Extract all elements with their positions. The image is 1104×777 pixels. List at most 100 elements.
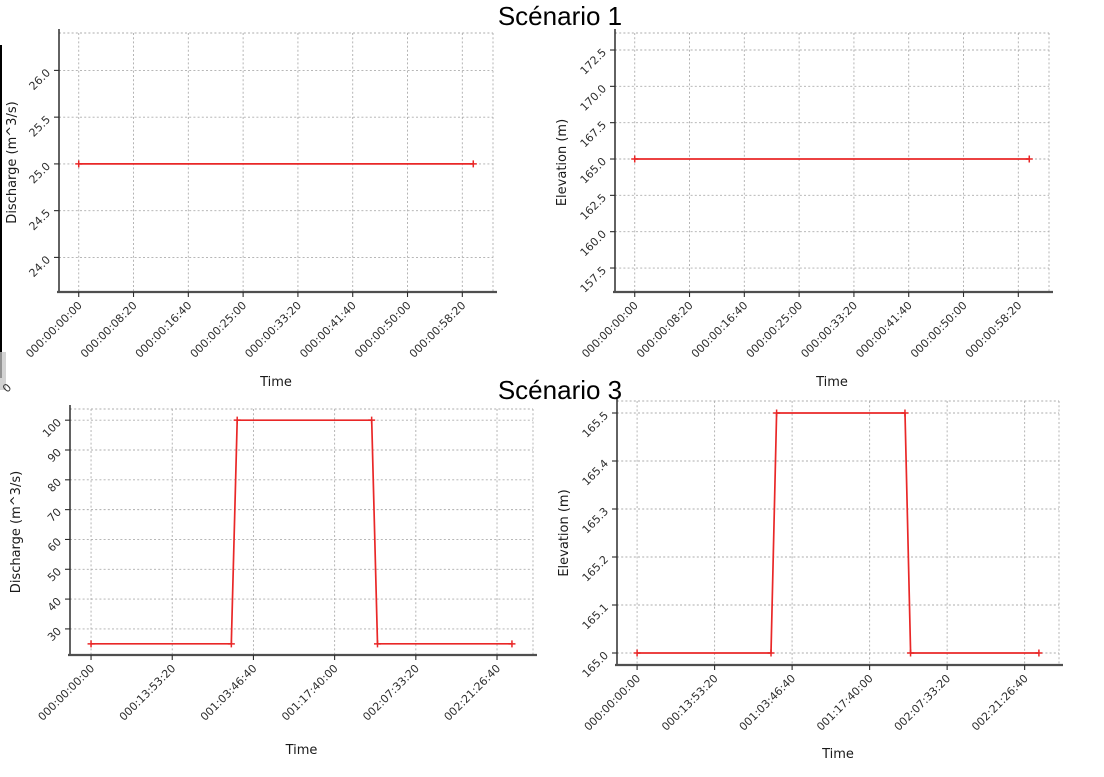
x-tick-label: 000:00:41:40 xyxy=(297,299,359,361)
x-tick-label: 000:00:08:20 xyxy=(78,299,140,361)
x-tick-label: 002:07:33:20 xyxy=(360,662,422,724)
y-axis: 24.0 24.5 25.0 25.5 26.0 xyxy=(27,66,59,280)
scenario3-discharge-svg: 000:00:00:00 000:13:53:20 001:03:46:40 001:… xyxy=(9,405,537,758)
grid xyxy=(615,32,1050,292)
point-marker xyxy=(227,640,235,648)
point-marker xyxy=(773,409,781,417)
x-axis: 000:00:00:00 000:13:53:20 001:03:46:40 001:… xyxy=(36,655,504,724)
chart-scenario3-discharge: 000:00:00:00 000:13:53:20 001:03:46:40 001:… xyxy=(0,388,552,777)
x-axis: 000:00:00:00000:00:08:20000:00:16:40000:… xyxy=(579,292,1024,361)
point-marker xyxy=(75,160,83,168)
y-tick-label: 165.0 xyxy=(580,649,611,680)
y-tick-label: 40 xyxy=(45,595,64,614)
y-tick-label: 30 xyxy=(45,625,64,644)
x-tick-label: 000:00:08:20 xyxy=(634,299,696,361)
y-axis-label: Discharge (m^3/s) xyxy=(5,101,20,223)
scenario3-elevation-svg: 000:00:00:00 000:13:53:20 001:03:46:40 001:… xyxy=(557,397,1063,762)
y-tick-label: 50 xyxy=(45,565,64,584)
data-point-markers xyxy=(631,155,1033,163)
y-tick-label: 60 xyxy=(45,535,64,554)
x-axis-label: Time xyxy=(259,375,292,388)
x-tick-label: 000:00:00:00 xyxy=(23,299,85,361)
point-marker xyxy=(469,160,477,168)
x-axis-label: Time xyxy=(285,743,318,758)
data-point-markers xyxy=(87,416,516,648)
x-axis-label: Time xyxy=(815,375,848,388)
y-tick-label: 26.0 xyxy=(27,66,54,93)
x-tick-label: 000:00:33:20 xyxy=(798,299,860,361)
x-tick-label: 000:00:25:00 xyxy=(744,299,806,361)
x-tick-label: 002:21:26:40 xyxy=(969,672,1031,734)
y-tick-label: 167.5 xyxy=(578,119,609,150)
x-tick-label: 000:00:16:40 xyxy=(689,299,751,361)
x-axis-label: Time xyxy=(821,747,854,762)
point-marker xyxy=(233,416,241,424)
y-axis-label: Elevation (m) xyxy=(557,489,572,576)
point-marker xyxy=(87,640,95,648)
scenario1-elevation-svg: 000:00:00:00000:00:08:20000:00:16:40000:… xyxy=(555,29,1053,388)
x-tick-label: 001:03:46:40 xyxy=(737,672,799,734)
scenario1-discharge-svg: 000:00:00:00000:00:08:20000:00:16:40000:… xyxy=(5,29,497,388)
y-tick-label: 25.0 xyxy=(27,160,54,187)
point-marker xyxy=(1025,155,1033,163)
x-tick-label: 000:00:00:00 xyxy=(582,672,644,734)
x-axis: 000:00:00:00 000:13:53:20 001:03:46:40 001:… xyxy=(582,665,1031,734)
data-point-markers xyxy=(633,409,1043,657)
point-marker xyxy=(631,155,639,163)
y-tick-label: 165.1 xyxy=(580,601,611,632)
x-tick-label: 000:00:16:40 xyxy=(133,299,195,361)
data-line xyxy=(637,412,1039,654)
grid xyxy=(59,32,494,292)
x-tick-label: 000:00:58:20 xyxy=(407,299,469,361)
y-tick-label: 24.5 xyxy=(27,207,54,234)
x-tick-label: 000:00:41:40 xyxy=(853,299,915,361)
x-tick-label: 001:17:40:00 xyxy=(814,672,876,734)
x-axis: 000:00:00:00000:00:08:20000:00:16:40000:… xyxy=(23,292,468,361)
chart-scenario1-elevation: 000:00:00:00 000:00:08:20 000:00:16:40 000:… xyxy=(552,0,1104,388)
point-marker xyxy=(1035,649,1043,657)
crop-artifact-smudge xyxy=(0,352,6,390)
y-tick-label: 165.2 xyxy=(580,553,611,584)
x-tick-label: 002:07:33:20 xyxy=(892,672,954,734)
x-tick-label: 000:13:53:20 xyxy=(659,672,721,734)
y-axis: 30 40 50 60 70 80 90 100 xyxy=(40,416,70,644)
chart-scenario1-discharge: 000:00:00:00 000:00:08:20 000:00:16:40 000:… xyxy=(0,0,552,388)
point-marker xyxy=(373,640,381,648)
grid xyxy=(617,400,1060,665)
x-tick-label: 001:03:46:40 xyxy=(198,662,260,724)
y-tick-label: 24.0 xyxy=(27,253,54,280)
y-tick-label: 25.5 xyxy=(27,113,54,140)
y-tick-label: 165.3 xyxy=(580,505,611,536)
point-marker xyxy=(901,409,909,417)
grid xyxy=(70,408,534,655)
y-tick-label: 80 xyxy=(45,476,64,495)
x-tick-label: 000:00:00:00 xyxy=(36,662,98,724)
y-tick-label: 162.5 xyxy=(578,191,609,222)
y-tick-label: 70 xyxy=(45,506,64,525)
y-tick-label: 157.5 xyxy=(578,264,609,295)
y-axis: 165.0 165.1 165.2 165.3 165.4 165.5 xyxy=(580,409,617,680)
x-tick-label: 000:00:00:00 xyxy=(579,299,641,361)
x-tick-label: 001:17:40:00 xyxy=(279,662,341,724)
y-tick-label: 165.0 xyxy=(578,155,609,186)
point-marker xyxy=(633,649,641,657)
point-marker xyxy=(368,416,376,424)
y-tick-label: 90 xyxy=(45,446,64,465)
data-line xyxy=(91,419,512,645)
y-axis-label: Discharge (m^3/s) xyxy=(9,471,24,593)
y-axis: 157.5 160.0 162.5 165.0 167.5 170.0 172.5 xyxy=(578,46,615,295)
x-tick-label: 000:00:50:00 xyxy=(908,299,970,361)
y-tick-label: 165.4 xyxy=(580,457,611,488)
crop-artifact-line xyxy=(0,45,2,378)
x-tick-label: 000:00:58:20 xyxy=(963,299,1025,361)
chart-scenario3-elevation: 000:00:00:00 000:13:53:20 001:03:46:40 001:… xyxy=(552,388,1104,777)
y-tick-label: 172.5 xyxy=(578,46,609,77)
x-tick-label: 000:00:33:20 xyxy=(242,299,304,361)
x-tick-label: 000:00:25:00 xyxy=(188,299,250,361)
y-tick-label: 160.0 xyxy=(578,228,609,259)
point-marker xyxy=(907,649,915,657)
x-tick-label: 000:00:50:00 xyxy=(352,299,414,361)
x-tick-label: 002:21:26:40 xyxy=(442,662,504,724)
